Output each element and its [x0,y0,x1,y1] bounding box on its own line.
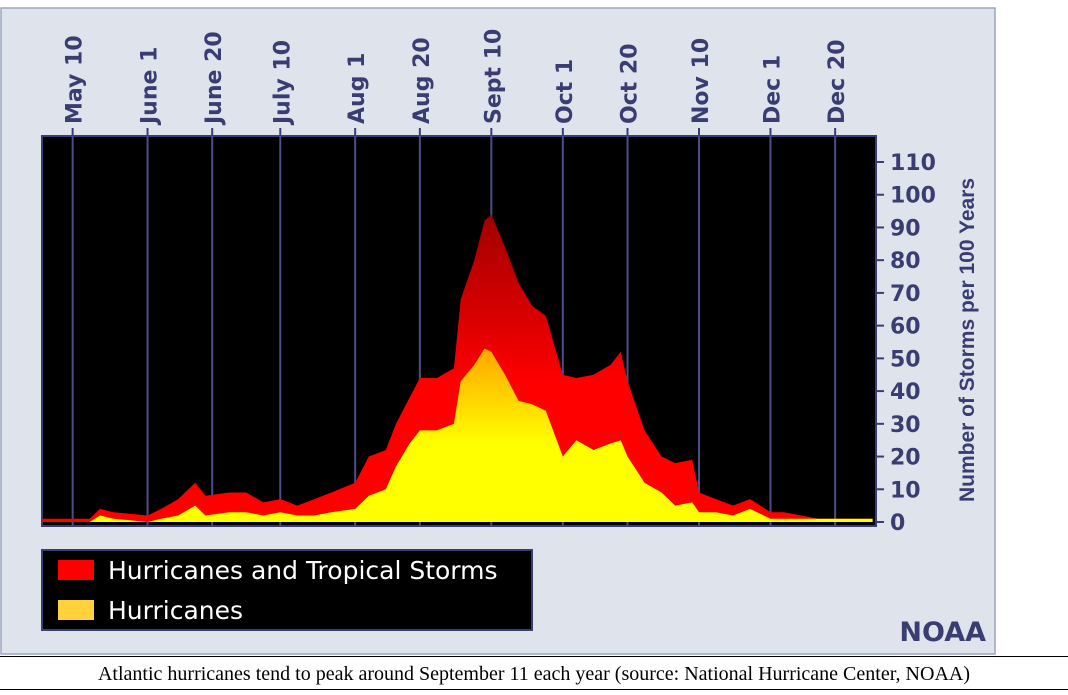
series-areas [42,214,873,522]
x-tick-label-11: Dec 20 [825,40,850,125]
x-tick-label-3: July 10 [270,40,295,126]
y-tick-label-5: 50 [890,347,921,372]
y-tick-label-1: 10 [890,478,921,503]
x-tick-label-7: Oct 1 [553,59,578,124]
x-tick-label-10: Dec 1 [760,55,785,124]
series-area-storms [42,214,873,522]
legend-box [41,549,533,631]
y-tick-label-8: 80 [890,249,921,274]
legend: Hurricanes and Tropical Storms Hurricane… [41,549,533,631]
x-tick-label-5: Aug 20 [410,37,435,124]
y-axis-label: Number of Storms per 100 Years [956,178,979,502]
y-tick-label-6: 60 [890,315,921,340]
y-tick-label-2: 20 [890,446,921,471]
x-tick-label-9: Nov 10 [689,38,714,124]
y-axis: 0 10 20 30 40 50 60 70 80 90 100 110 [875,151,936,536]
x-tick-label-0: May 10 [63,35,88,124]
y-tick-label-3: 30 [890,413,921,438]
figure-caption: Atlantic hurricanes tend to peak around … [0,656,1068,690]
x-tick-label-2: June 20 [202,31,227,126]
y-tick-label-7: 70 [890,282,921,307]
y-tick-label-10: 100 [890,184,936,209]
x-tick-label-8: Oct 20 [618,43,643,124]
legend-swatch-storms [58,560,94,580]
y-tick-label-9: 90 [890,216,921,241]
x-tick-label-4: Aug 1 [345,53,370,124]
y-tick-label-11: 110 [890,151,936,176]
legend-label-hurricanes: Hurricanes [108,596,243,625]
y-tick-label-4: 40 [890,380,921,405]
y-tick-label-0: 0 [890,511,905,536]
legend-label-storms: Hurricanes and Tropical Storms [108,556,498,585]
series-area-hurricanes [42,348,873,522]
x-tick-labels: May 10 June 1 June 20 July 10 Aug 1 Aug 20 Sep… [63,29,850,136]
noaa-logo: NOAA [899,617,986,648]
x-tick-label-6: Sept 10 [481,29,506,124]
x-tick-label-1: June 1 [138,47,163,126]
legend-swatch-hurricanes [58,600,94,620]
